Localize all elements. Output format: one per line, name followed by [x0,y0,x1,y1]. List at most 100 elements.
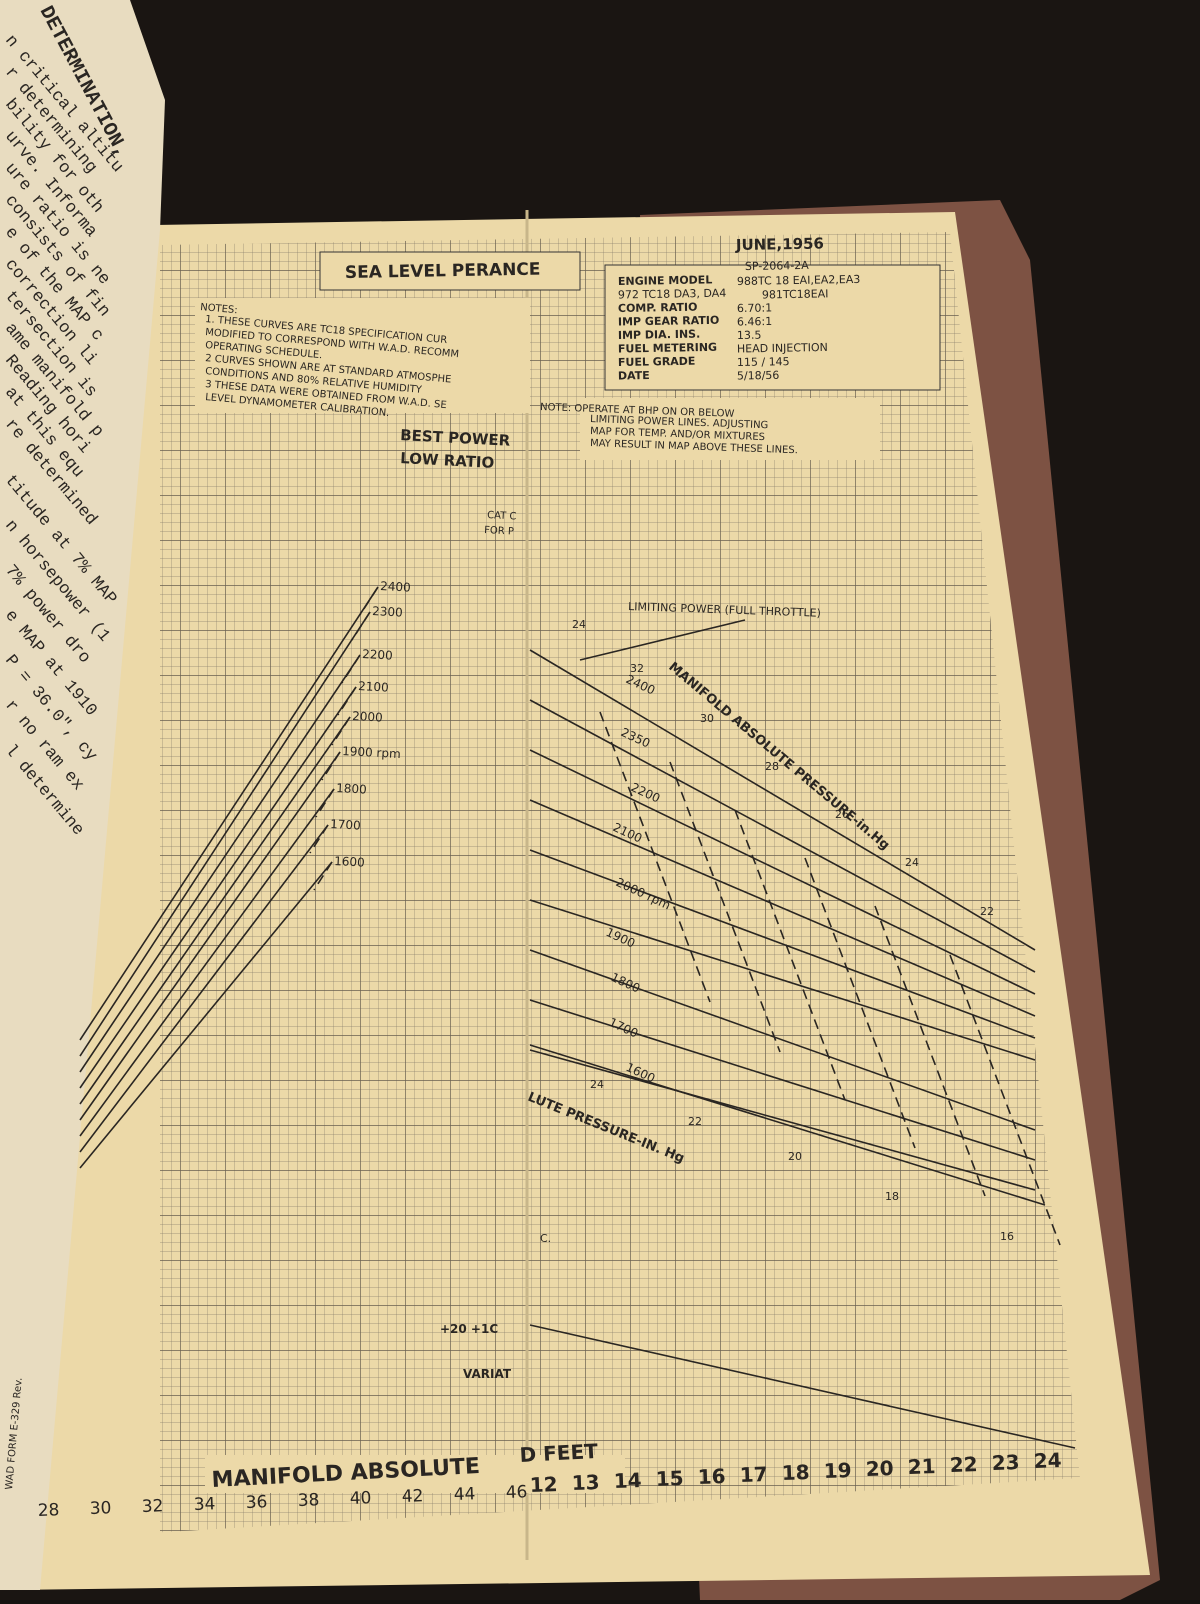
x-tick-label: 18 [781,1460,810,1485]
notes-heading: NOTES: [200,302,238,316]
info-value: 5/18/56 [737,369,780,383]
rpm-label: 2100 [358,679,389,695]
curve-line [359,586,379,616]
curve-line [331,716,351,746]
x-tick-label: 38 [297,1490,319,1511]
small-label: FOR P [484,525,514,538]
curve-line [529,649,1036,951]
curve-line [321,751,341,781]
rpm-label: 2200 [362,647,393,663]
x-tick-label: 21 [907,1454,936,1479]
info-value: 981TC18EAI [762,287,829,301]
map-label: 28 [765,760,779,773]
curve-line [79,824,329,1153]
curve-line [79,788,335,1137]
curve-line [669,761,781,1053]
lower-label: 20 [788,1150,802,1163]
info-value: 6.70:1 [737,301,772,315]
map-label: 24 [905,856,919,869]
curve-line [874,905,986,1197]
lower-label: 24 [590,1078,604,1091]
x-tick-label: 13 [571,1470,600,1495]
rpm-label: 1800 [336,781,367,797]
note-right-box [580,398,880,460]
info-value: 13.5 [737,329,762,342]
map-label: 26 [835,808,849,821]
info-label: IMP GEAR RATIO [618,314,720,329]
info-label: ENGINE MODEL [618,273,713,288]
x-tick-label: 17 [739,1462,768,1487]
curve-line [529,949,1036,1131]
curve-line [79,686,357,1089]
info-value: 6.46:1 [737,315,772,329]
rpm-label: 1900 rpm [342,744,401,761]
curve-line [79,751,341,1121]
x-tick-label: 34 [193,1494,215,1515]
x-tick-label: 14 [613,1468,642,1493]
x-tick-label: 32 [141,1496,163,1517]
rpm-label: 2300 [372,604,403,620]
x-tick-label: 24 [1033,1448,1062,1473]
map-label: 32 [630,662,644,675]
curve-line [529,749,1036,995]
info-label: 972 TC18 DA3, DA4 [618,287,727,302]
map-label: 30 [700,712,714,725]
x-tick-label: 19 [823,1458,852,1483]
date: JUNE,1956 [735,234,824,254]
curve-line [579,619,746,661]
curve-line [804,857,916,1149]
info-value: 988TC 18 EAI,EA2,EA3 [737,273,861,288]
notes-box [195,298,530,413]
info-value: HEAD INJECTION [737,341,828,356]
curve-line [79,716,351,1105]
map-label: 22 [980,905,994,918]
rpm-label: 2400 [380,579,411,595]
title: SEA LEVEL PERANCE [345,260,541,283]
x-tick-label: 42 [401,1486,423,1507]
curve-line [949,954,1061,1246]
curve-line [529,899,1036,1061]
left-page [0,0,165,1590]
x-tick-label: 28 [37,1500,59,1521]
curve-line [529,999,1036,1161]
x-tick-label: 12 [529,1472,558,1497]
x-tick-label: 46 [505,1482,527,1503]
variation-label: VARIAT [463,1367,512,1381]
chart-heading: LOW RATIO [400,449,495,472]
small-label: CAT C [487,510,517,523]
info-label: FUEL METERING [618,341,717,356]
marker: C. [540,1232,551,1245]
chart-heading: BEST POWER [400,426,511,450]
rpm-label: 1700 [330,817,361,833]
info-label: DATE [618,369,650,383]
rpm-label: 1600 [334,854,365,870]
curve-line [341,654,361,684]
curve-line [79,654,361,1073]
title-box [319,251,581,291]
x-tick-label: 22 [949,1452,978,1477]
curve-line [529,1044,1046,1206]
curve-line [313,861,333,891]
x-tick-label: 16 [697,1464,726,1489]
curve-line [734,809,846,1101]
x-tick-label: 20 [865,1456,894,1481]
curve-line [529,799,1036,1017]
curve-line [309,824,329,854]
info-label: COMP. RATIO [618,301,698,315]
curve-line [529,1049,1036,1191]
curve-line [351,611,371,641]
curves [79,586,1076,1449]
curve-line [79,611,371,1057]
x-tick-label: 44 [453,1484,475,1505]
rpm-label: 2000 [352,709,383,725]
lower-label: 18 [885,1190,899,1203]
info-box [604,264,941,391]
lower-label: 16 [1000,1230,1014,1243]
curve-line [529,849,1036,1039]
lower-label: 22 [688,1115,702,1128]
x-tick-label: 40 [349,1488,371,1509]
curve-line [599,711,711,1003]
curve-line [79,861,333,1169]
info-value: 115 / 145 [737,355,790,369]
